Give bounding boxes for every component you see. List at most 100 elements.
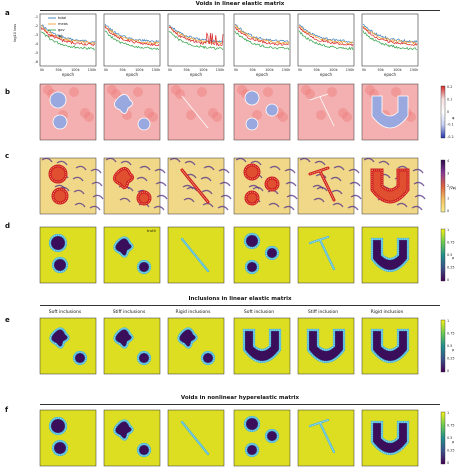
grad-streak: [182, 184, 194, 190]
x-tick-label: 0k: [40, 68, 44, 72]
loss-subplot: 0k 50k 100k 150k epoch: [167, 13, 225, 77]
grad-streak: [363, 157, 375, 163]
grad-streak: [268, 202, 280, 208]
column-label: Soft inclusions: [48, 310, 82, 315]
loss-series-line: [104, 26, 160, 47]
phi-blob: [197, 87, 207, 97]
truth-contour: [245, 260, 259, 274]
grad-streak: [54, 184, 66, 190]
x-axis-label: epoch: [126, 72, 139, 77]
truth-contour: [245, 443, 259, 457]
density-map: [39, 409, 97, 467]
colorbar-tick-label: 0.2: [447, 85, 452, 89]
phi-blob: [212, 112, 222, 122]
panel-b-phi: 0.2 0.1 0 -0.1 -0.2: [39, 83, 454, 141]
x-tick-label: 150k: [88, 68, 96, 72]
loss-series-line: [298, 30, 354, 51]
truth-contour: [244, 416, 260, 432]
legend-gov: gov: [58, 28, 65, 32]
colorbar-tick-label: 0.5: [447, 344, 452, 348]
phi-shape: [137, 117, 151, 131]
truth-contour: [49, 234, 67, 252]
grad-streak: [313, 197, 325, 203]
colorbar-tick-label: 0.1: [447, 98, 452, 102]
grad-streak: [202, 202, 214, 208]
density-map: [233, 409, 291, 467]
x-tick-label: 50k: [184, 68, 190, 72]
x-tick-label: 100k: [71, 68, 79, 72]
phi-blob: [406, 112, 416, 122]
x-axis-label: epoch: [384, 72, 397, 77]
x-tick-label: 150k: [152, 68, 160, 72]
grad-streak: [396, 202, 408, 208]
truth-contour: [244, 233, 260, 249]
x-tick-label: 0k: [104, 68, 108, 72]
grad-streak: [203, 165, 215, 171]
truth-contour: [371, 238, 409, 272]
truth-contour: [50, 328, 69, 348]
loss-series-line: [298, 26, 354, 47]
phi-shape: [244, 90, 260, 106]
column-label: Rigid inclusion: [370, 310, 404, 315]
grad-streak: [120, 160, 132, 166]
colorbar-tick-label: 0: [447, 278, 449, 282]
phi-shape: [181, 95, 209, 129]
grad-streak: [235, 157, 247, 163]
grad-streak: [412, 168, 424, 174]
loss-subplot: 0k 50k 100k 150k epoch: [103, 13, 161, 77]
phi-blob: [305, 89, 315, 99]
density-map: [39, 317, 97, 375]
density-map: [39, 226, 97, 284]
grad-streak: [73, 189, 85, 195]
truth-contour: [114, 328, 133, 348]
density-map: [167, 317, 225, 375]
colorbar: [440, 319, 446, 373]
colorbar-tick-label: 0: [447, 110, 449, 114]
grad-streak: [56, 160, 68, 166]
grad-streak: [139, 165, 151, 171]
colorbar-tick-label: 1: [447, 197, 449, 201]
truth-contour: [114, 237, 133, 257]
panel-label-b: b: [5, 88, 11, 96]
y-tick-label: -6: [35, 60, 38, 64]
phi-blob: [263, 87, 273, 97]
phi-blob: [316, 110, 326, 120]
cbar-label-rho: ρ: [452, 256, 455, 260]
panel-d-density: 1 0.75 0.5 0.25 0: [39, 226, 455, 284]
colorbar-tick-label: -0.1: [447, 123, 454, 127]
x-tick-label: 100k: [199, 68, 207, 72]
y-tick-label: -3: [35, 33, 38, 37]
cbar-label-phi: φ: [452, 116, 455, 120]
colorbar-tick-label: 0: [447, 369, 449, 373]
panel-label-c: c: [5, 152, 10, 160]
density-map: [361, 317, 419, 375]
colorbar-tick-label: 0.5: [447, 253, 452, 257]
grad-map: [103, 157, 161, 215]
phi-blob: [278, 112, 288, 122]
grad-streak: [89, 205, 101, 211]
grad-streak: [350, 194, 362, 200]
grad-map: [39, 157, 97, 215]
truth-contour: [181, 238, 209, 272]
x-tick-label: 100k: [393, 68, 401, 72]
truth-contour: [201, 351, 215, 365]
x-axis-label: epoch: [256, 72, 269, 77]
grad-streak: [348, 168, 360, 174]
y-tick-label: -4: [35, 42, 38, 46]
x-tick-label: 50k: [314, 68, 320, 72]
loss-series-line: [234, 26, 290, 46]
x-axis-label: epoch: [62, 72, 75, 77]
colorbar-tick-label: -0.2: [447, 135, 454, 139]
colorbar-tick-label: 1: [447, 319, 449, 323]
colorbar-tick-label: 0.75: [447, 424, 455, 428]
grad-dashed-contour: [137, 191, 151, 205]
grad-streak: [156, 194, 168, 200]
grad-dashed-contour: [52, 188, 68, 204]
colorbar-tick-label: 0.25: [447, 357, 455, 361]
density-map: [361, 226, 419, 284]
column-label: Soft inclusion: [243, 310, 275, 315]
panel-f-density: 1 0.75 0.5 0.25 0: [39, 409, 455, 467]
grad-streak: [314, 160, 326, 166]
density-map: [103, 226, 161, 284]
y-axis-label: log10 loss: [13, 23, 17, 42]
